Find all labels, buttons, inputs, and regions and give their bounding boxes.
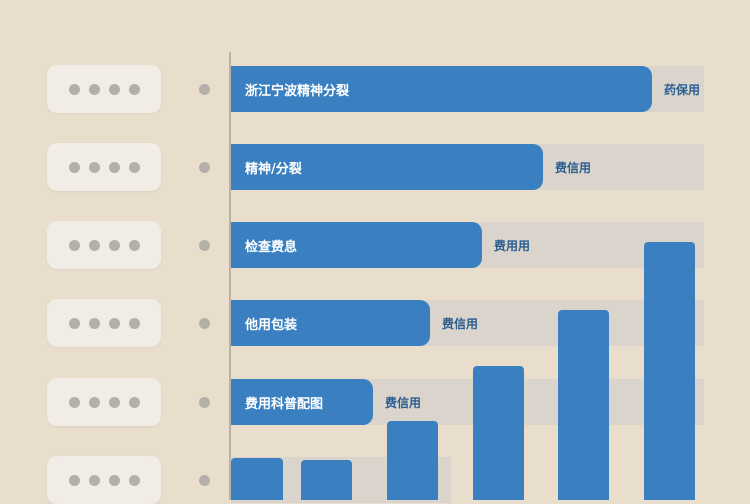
bar-value-label: 药保用 bbox=[664, 83, 701, 97]
dots-icon bbox=[68, 317, 80, 329]
column-bar bbox=[473, 366, 524, 500]
y-axis-line bbox=[229, 52, 231, 500]
dots-icon bbox=[128, 474, 140, 486]
bar: 精神/分裂 bbox=[231, 144, 543, 190]
row-label-placeholder bbox=[47, 65, 161, 113]
row-label-placeholder bbox=[47, 299, 161, 347]
dots-icon bbox=[68, 474, 80, 486]
dots-icon bbox=[108, 474, 120, 486]
tick-dot bbox=[199, 318, 210, 329]
dots-icon bbox=[128, 83, 140, 95]
dots-icon bbox=[108, 396, 120, 408]
dots-icon bbox=[88, 161, 100, 173]
dots-icon bbox=[108, 83, 120, 95]
bar-category-label: 检查费息 bbox=[245, 239, 298, 255]
column-bar bbox=[558, 310, 609, 500]
dots-icon bbox=[128, 161, 140, 173]
dots-icon bbox=[128, 396, 140, 408]
row-label-placeholder bbox=[47, 221, 161, 269]
tick-dot bbox=[199, 240, 210, 251]
dots-icon bbox=[68, 239, 80, 251]
row-label-placeholder bbox=[47, 378, 161, 426]
bar-category-label: 他用包装 bbox=[245, 317, 298, 333]
bar: 他用包装 bbox=[231, 300, 430, 346]
dots-icon bbox=[88, 239, 100, 251]
dots-icon bbox=[68, 83, 80, 95]
bar-category-label: 精神/分裂 bbox=[245, 161, 302, 177]
column-bar bbox=[301, 460, 352, 500]
column-bar bbox=[644, 242, 695, 500]
tick-dot bbox=[199, 397, 210, 408]
column-bar bbox=[387, 421, 438, 500]
bar-value-label: 费信用 bbox=[555, 161, 592, 175]
dots-icon bbox=[108, 161, 120, 173]
bar: 浙江宁波精神分裂 bbox=[231, 66, 652, 112]
column-bar bbox=[231, 458, 283, 500]
bar: 检查费息 bbox=[231, 222, 482, 268]
dots-icon bbox=[108, 317, 120, 329]
tick-dot bbox=[199, 475, 210, 486]
bar-category-label: 浙江宁波精神分裂 bbox=[245, 83, 350, 99]
dots-icon bbox=[68, 396, 80, 408]
row-label-placeholder bbox=[47, 143, 161, 191]
dots-icon bbox=[128, 239, 140, 251]
dots-icon bbox=[88, 83, 100, 95]
row-label-placeholder bbox=[47, 456, 161, 504]
bar: 费用科普配图 bbox=[231, 379, 373, 425]
dots-icon bbox=[88, 317, 100, 329]
bar-value-label: 费信用 bbox=[385, 396, 422, 410]
tick-dot bbox=[199, 84, 210, 95]
dots-icon bbox=[88, 396, 100, 408]
tick-dot bbox=[199, 162, 210, 173]
bar-value-label: 费信用 bbox=[442, 317, 479, 331]
dots-icon bbox=[68, 161, 80, 173]
bar-value-label: 费用用 bbox=[494, 239, 531, 253]
bar-category-label: 费用科普配图 bbox=[245, 396, 324, 412]
dots-icon bbox=[88, 474, 100, 486]
dots-icon bbox=[128, 317, 140, 329]
dots-icon bbox=[108, 239, 120, 251]
